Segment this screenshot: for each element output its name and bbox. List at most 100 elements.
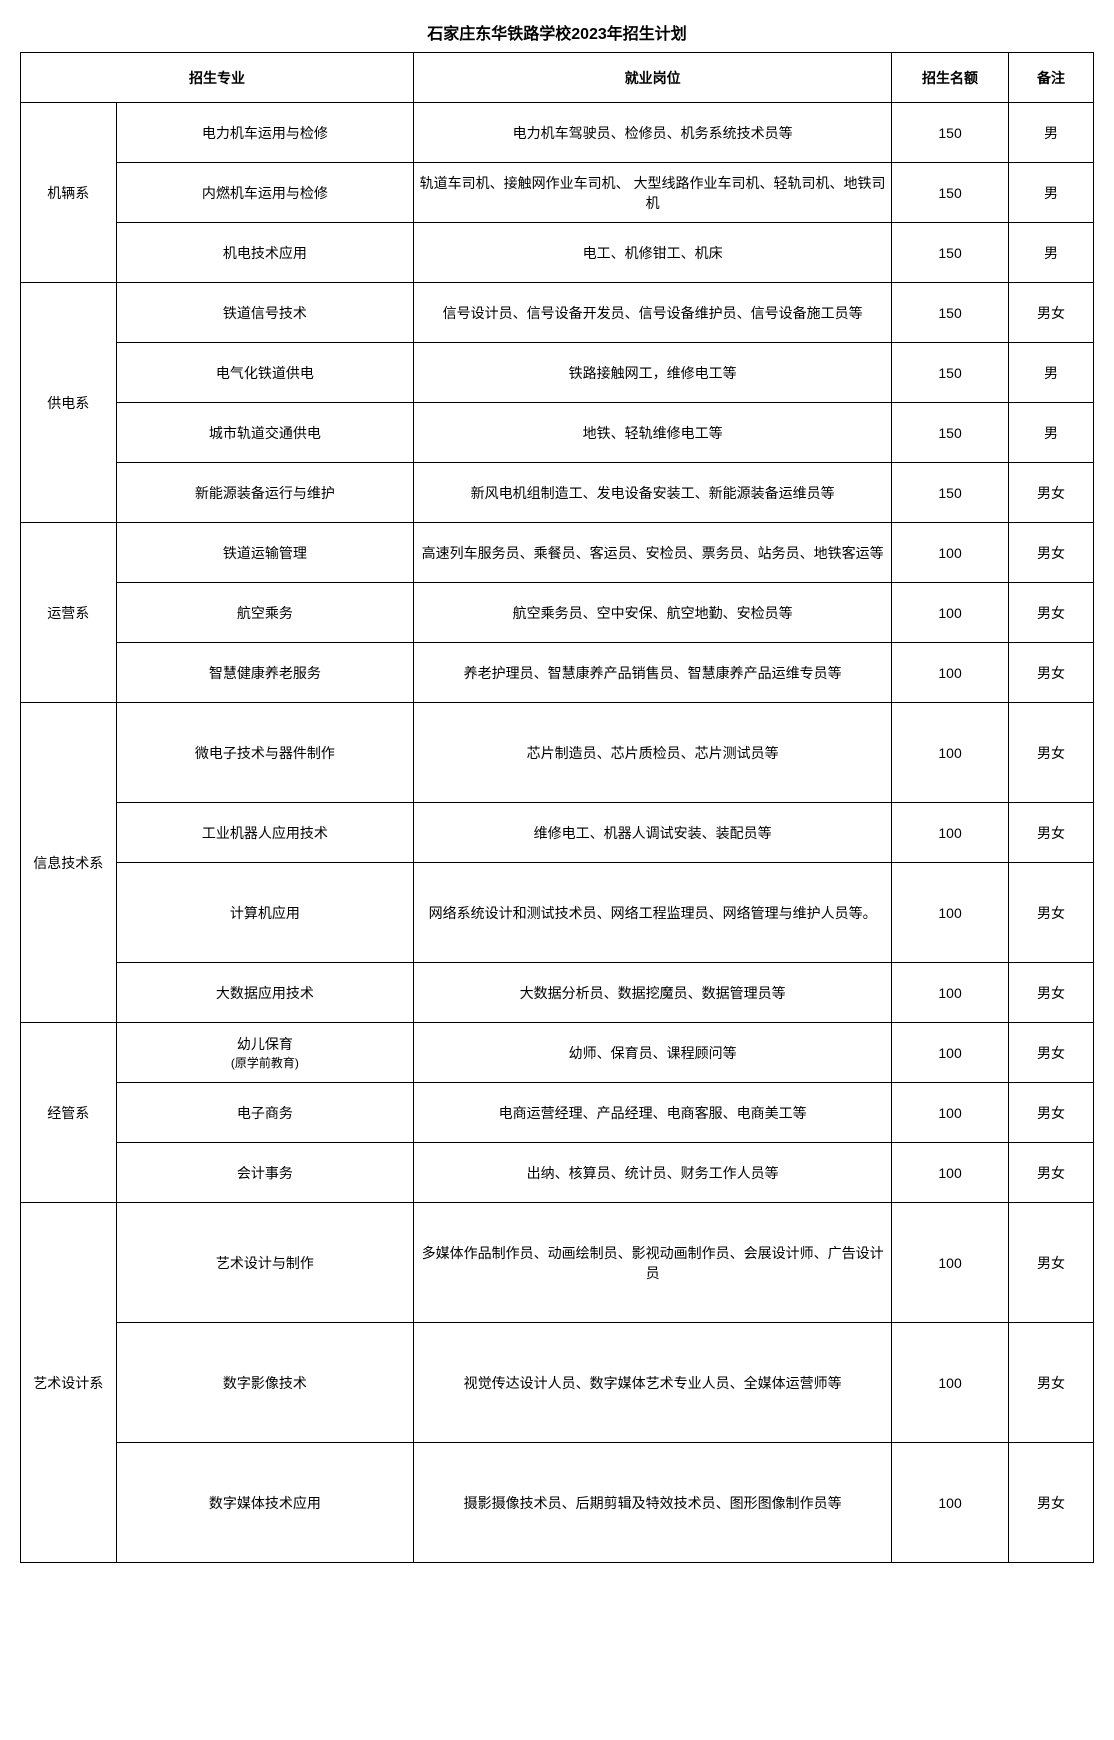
table-header-row: 招生专业 就业岗位 招生名额 备注 — [21, 53, 1094, 103]
major-text: 数字媒体技术应用 — [209, 1495, 321, 1511]
quota-cell: 100 — [892, 1083, 1009, 1143]
major-text: 微电子技术与器件制作 — [195, 745, 335, 761]
major-cell: 铁道运输管理 — [116, 523, 413, 583]
job-cell: 大数据分析员、数据挖魔员、数据管理员等 — [414, 963, 892, 1023]
quota-cell: 100 — [892, 1143, 1009, 1203]
table-row: 电气化铁道供电铁路接触网工，维修电工等150男 — [21, 343, 1094, 403]
major-cell: 智慧健康养老服务 — [116, 643, 413, 703]
major-cell: 机电技术应用 — [116, 223, 413, 283]
major-cell: 新能源装备运行与维护 — [116, 463, 413, 523]
major-cell: 幼儿保育(原学前教育) — [116, 1023, 413, 1083]
major-text: 城市轨道交通供电 — [209, 425, 321, 441]
job-cell: 航空乘务员、空中安保、航空地勤、安检员等 — [414, 583, 892, 643]
quota-cell: 100 — [892, 963, 1009, 1023]
table-row: 机电技术应用电工、机修钳工、机床150男 — [21, 223, 1094, 283]
table-row: 新能源装备运行与维护 新风电机组制造工、发电设备安装工、新能源装备运维员等150男… — [21, 463, 1094, 523]
quota-cell: 100 — [892, 703, 1009, 803]
note-cell: 男 — [1008, 163, 1093, 223]
job-cell: 摄影摄像技术员、后期剪辑及特效技术员、图形图像制作员等 — [414, 1443, 892, 1563]
job-cell: 铁路接触网工，维修电工等 — [414, 343, 892, 403]
job-cell: 地铁、轻轨维修电工等 — [414, 403, 892, 463]
header-major: 招生专业 — [21, 53, 414, 103]
major-text: 铁道信号技术 — [223, 305, 307, 321]
header-note: 备注 — [1008, 53, 1093, 103]
note-cell: 男女 — [1008, 1023, 1093, 1083]
job-cell: 出纳、核算员、统计员、财务工作人员等 — [414, 1143, 892, 1203]
quota-cell: 100 — [892, 643, 1009, 703]
major-text: 电力机车运用与检修 — [202, 125, 328, 141]
major-cell: 微电子技术与器件制作 — [116, 703, 413, 803]
table-row: 经管系幼儿保育(原学前教育)幼师、保育员、课程顾问等100男女 — [21, 1023, 1094, 1083]
table-row: 航空乘务 航空乘务员、空中安保、航空地勤、安检员等100男女 — [21, 583, 1094, 643]
table-row: 智慧健康养老服务养老护理员、智慧康养产品销售员、智慧康养产品运维专员等100男女 — [21, 643, 1094, 703]
major-cell: 数字媒体技术应用 — [116, 1443, 413, 1563]
table-row: 机辆系电力机车运用与检修电力机车驾驶员、检修员、机务系统技术员等150男 — [21, 103, 1094, 163]
job-cell: 网络系统设计和测试技术员、网络工程监理员、网络管理与维护人员等。 — [414, 863, 892, 963]
note-cell: 男女 — [1008, 863, 1093, 963]
major-cell: 大数据应用技术 — [116, 963, 413, 1023]
major-cell: 铁道信号技术 — [116, 283, 413, 343]
note-cell: 男女 — [1008, 583, 1093, 643]
table-row: 艺术设计系艺术设计与制作多媒体作品制作员、动画绘制员、影视动画制作员、会展设计师… — [21, 1203, 1094, 1323]
dept-cell: 供电系 — [21, 283, 117, 523]
major-cell: 电力机车运用与检修 — [116, 103, 413, 163]
major-text: 航空乘务 — [237, 605, 293, 621]
major-cell: 数字影像技术 — [116, 1323, 413, 1443]
table-row: 会计事务出纳、核算员、统计员、财务工作人员等100男女 — [21, 1143, 1094, 1203]
job-cell: 芯片制造员、芯片质检员、芯片测试员等 — [414, 703, 892, 803]
job-cell: 信号设计员、信号设备开发员、信号设备维护员、信号设备施工员等 — [414, 283, 892, 343]
note-cell: 男女 — [1008, 463, 1093, 523]
quota-cell: 100 — [892, 1203, 1009, 1323]
note-cell: 男 — [1008, 343, 1093, 403]
quota-cell: 150 — [892, 463, 1009, 523]
job-cell: 幼师、保育员、课程顾问等 — [414, 1023, 892, 1083]
job-cell: 维修电工、机器人调试安装、装配员等 — [414, 803, 892, 863]
quota-cell: 100 — [892, 863, 1009, 963]
major-cell: 工业机器人应用技术 — [116, 803, 413, 863]
table-row: 运营系铁道运输管理高速列车服务员、乘餐员、客运员、安检员、票务员、站务员、地铁客… — [21, 523, 1094, 583]
major-text: 新能源装备运行与维护 — [195, 485, 335, 501]
table-row: 数字媒体技术应用摄影摄像技术员、后期剪辑及特效技术员、图形图像制作员等100男女 — [21, 1443, 1094, 1563]
major-text: 电子商务 — [237, 1105, 293, 1121]
table-row: 数字影像技术视觉传达设计人员、数字媒体艺术专业人员、全媒体运营师等100男女 — [21, 1323, 1094, 1443]
job-cell: 新风电机组制造工、发电设备安装工、新能源装备运维员等 — [414, 463, 892, 523]
job-cell: 高速列车服务员、乘餐员、客运员、安检员、票务员、站务员、地铁客运等 — [414, 523, 892, 583]
note-cell: 男女 — [1008, 963, 1093, 1023]
quota-cell: 150 — [892, 403, 1009, 463]
dept-cell: 信息技术系 — [21, 703, 117, 1023]
table-row: 信息技术系微电子技术与器件制作芯片制造员、芯片质检员、芯片测试员等100男女 — [21, 703, 1094, 803]
enrollment-table: 招生专业 就业岗位 招生名额 备注 机辆系电力机车运用与检修电力机车驾驶员、检修… — [20, 52, 1094, 1563]
quota-cell: 150 — [892, 163, 1009, 223]
quota-cell: 100 — [892, 1023, 1009, 1083]
table-row: 城市轨道交通供电 地铁、轻轨维修电工等150男 — [21, 403, 1094, 463]
major-cell: 城市轨道交通供电 — [116, 403, 413, 463]
quota-cell: 100 — [892, 583, 1009, 643]
major-text: 铁道运输管理 — [223, 545, 307, 561]
dept-cell: 机辆系 — [21, 103, 117, 283]
note-cell: 男女 — [1008, 1083, 1093, 1143]
major-text: 艺术设计与制作 — [216, 1255, 314, 1271]
major-text: 数字影像技术 — [223, 1375, 307, 1391]
major-text: 智慧健康养老服务 — [209, 665, 321, 681]
table-row: 供电系铁道信号技术信号设计员、信号设备开发员、信号设备维护员、信号设备施工员等1… — [21, 283, 1094, 343]
quota-cell: 100 — [892, 523, 1009, 583]
major-cell: 电子商务 — [116, 1083, 413, 1143]
note-cell: 男女 — [1008, 1143, 1093, 1203]
header-job: 就业岗位 — [414, 53, 892, 103]
table-row: 电子商务电商运营经理、产品经理、电商客服、电商美工等100男女 — [21, 1083, 1094, 1143]
dept-cell: 经管系 — [21, 1023, 117, 1203]
table-row: 工业机器人应用技术维修电工、机器人调试安装、装配员等100男女 — [21, 803, 1094, 863]
note-cell: 男 — [1008, 103, 1093, 163]
note-cell: 男女 — [1008, 523, 1093, 583]
quota-cell: 100 — [892, 1323, 1009, 1443]
quota-cell: 100 — [892, 1443, 1009, 1563]
major-cell: 内燃机车运用与检修 — [116, 163, 413, 223]
major-cell: 会计事务 — [116, 1143, 413, 1203]
note-cell: 男 — [1008, 223, 1093, 283]
job-cell: 电工、机修钳工、机床 — [414, 223, 892, 283]
job-cell: 养老护理员、智慧康养产品销售员、智慧康养产品运维专员等 — [414, 643, 892, 703]
note-cell: 男 — [1008, 403, 1093, 463]
note-cell: 男女 — [1008, 803, 1093, 863]
major-cell: 航空乘务 — [116, 583, 413, 643]
table-row: 内燃机车运用与检修轨道车司机、接触网作业车司机、 大型线路作业车司机、轻轨司机、… — [21, 163, 1094, 223]
